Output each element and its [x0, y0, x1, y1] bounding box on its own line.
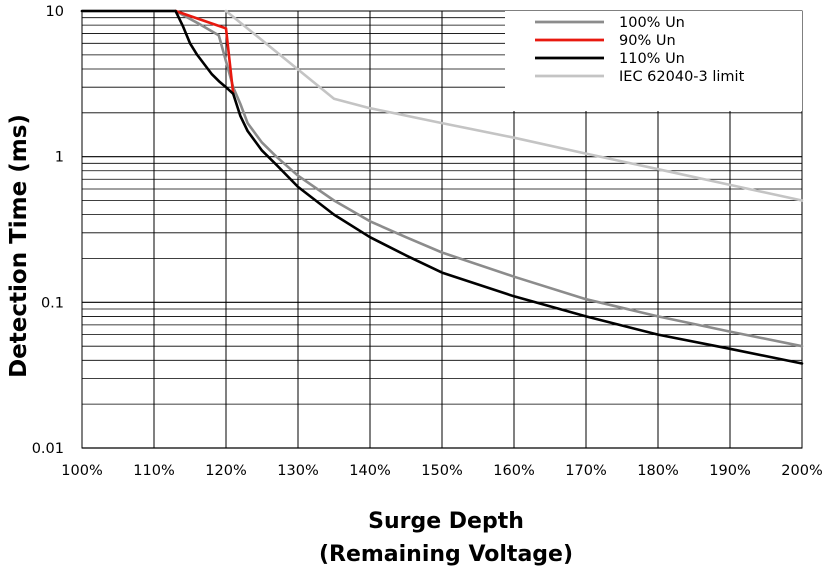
series-line	[80, 9, 804, 348]
y-tick-label: 0.01	[32, 441, 64, 457]
y-tick-label: 10	[46, 4, 64, 20]
legend-label: 100% Un	[619, 15, 685, 31]
x-tick-label: 170%	[565, 463, 606, 479]
x-tick-label: 100%	[61, 463, 102, 479]
legend: 100% Un 90% Un 110% Un IEC 62040-3 limit	[535, 15, 745, 85]
x-tick-label: 200%	[781, 463, 822, 479]
legend-label: 90% Un	[619, 33, 676, 49]
x-axis-title: Surge Depth	[368, 509, 524, 534]
x-tick-label: 160%	[493, 463, 534, 479]
plot-area-frame	[81, 10, 803, 449]
legend-background	[505, 11, 802, 111]
y-tick-label: 0.1	[41, 295, 64, 311]
series-lines	[80, 9, 804, 365]
y-axis-title: Detection Time (ms)	[6, 114, 32, 378]
y-tick-label: 1	[55, 150, 64, 166]
x-tick-label: 150%	[421, 463, 462, 479]
x-tick-label: 190%	[709, 463, 750, 479]
legend-label: 110% Un	[619, 51, 685, 67]
x-tick-label: 120%	[205, 463, 246, 479]
x-tick-label: 140%	[349, 463, 390, 479]
y-tick-labels: 0.01 0.1 1 10	[32, 4, 64, 457]
series-line	[174, 9, 235, 96]
x-tick-label: 180%	[637, 463, 678, 479]
series-line	[224, 9, 804, 202]
x-tick-label: 110%	[133, 463, 174, 479]
x-tick-label: 130%	[277, 463, 318, 479]
series-line	[80, 9, 804, 365]
x-axis-title-line2: (Remaining Voltage)	[319, 542, 573, 567]
x-tick-labels: 100% 110% 120% 130% 140% 150% 160% 170% 180% 190%…	[61, 463, 822, 479]
legend-label: IEC 62040-3 limit	[619, 69, 745, 85]
